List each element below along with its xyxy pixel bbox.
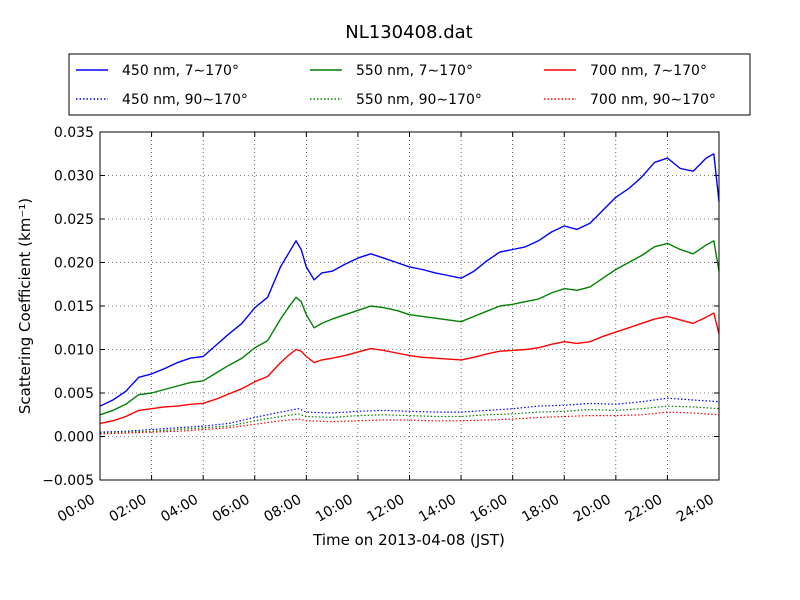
y-tick-label: 0.035 — [54, 125, 94, 141]
legend-label-4: 550 nm, 90∼170° — [356, 92, 482, 108]
x-axis-label: Time on 2013-04-08 (JST) — [312, 531, 505, 549]
chart-title: NL130408.dat — [345, 22, 472, 43]
series-line-4 — [99, 405, 720, 434]
y-tick-label: 0.000 — [54, 430, 94, 446]
legend-label-1: 550 nm, 7∼170° — [356, 63, 473, 79]
legend-label-3: 450 nm, 90∼170° — [122, 92, 248, 108]
legend-label-0: 450 nm, 7∼170° — [122, 63, 239, 79]
series-line-3 — [99, 397, 720, 433]
legend-box — [68, 53, 751, 116]
y-tick-label: 0.015 — [54, 299, 94, 315]
y-tick-label: 0.010 — [54, 343, 94, 359]
plot-frame — [99, 131, 720, 481]
y-axis-label: Scattering Coefficient (km⁻¹) — [16, 198, 34, 414]
y-tick-label: 0.030 — [54, 169, 94, 185]
series-line-1 — [99, 240, 720, 416]
y-tick-label: −0.005 — [42, 473, 94, 489]
series-line-2 — [99, 312, 720, 425]
series-line-5 — [99, 411, 720, 435]
legend-label-2: 700 nm, 7∼170° — [590, 63, 707, 79]
y-tick-label: 0.020 — [54, 256, 94, 272]
y-tick-label: 0.025 — [54, 212, 94, 228]
legend-label-5: 700 nm, 90∼170° — [590, 92, 716, 108]
series-line-0 — [99, 153, 720, 407]
y-tick-label: 0.005 — [54, 386, 94, 402]
